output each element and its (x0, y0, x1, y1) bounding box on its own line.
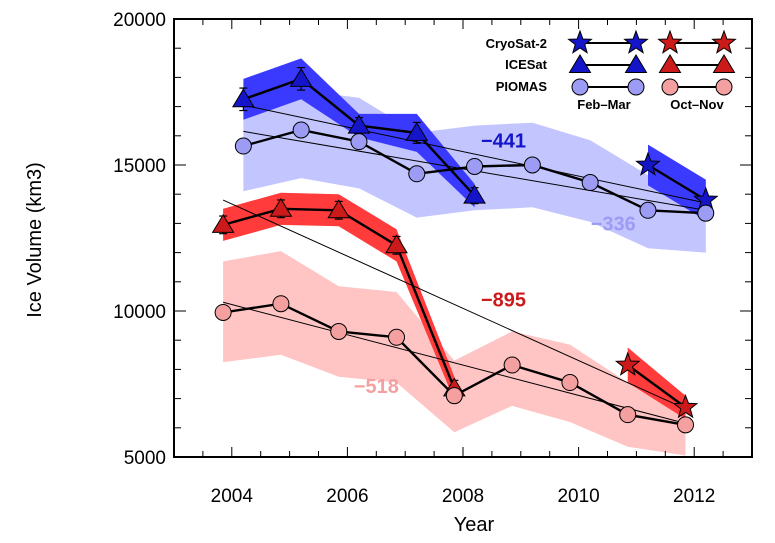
marker-piomas-feb-mar (639, 201, 657, 219)
x-tick-label: 2012 (673, 486, 715, 507)
legend-marker-piomas-feb-mar (571, 78, 589, 96)
legend-marker-icesat-oct-nov (712, 54, 736, 73)
marker-piomas-feb-mar (234, 137, 252, 155)
legend-marker-cryosat-2-oct-nov (711, 29, 737, 54)
x-tick-label: 2004 (211, 486, 254, 507)
marker-piomas-oct-nov (677, 416, 695, 434)
marker-piomas-feb-mar (292, 121, 310, 139)
trend-label-piomas-oct-nov-trend: −518 (354, 376, 399, 398)
x-tick-label: 2010 (557, 486, 599, 507)
trend-label-icesat-cryosat-2-feb-mar-trend: −441 (481, 130, 526, 152)
x-axis-title: Year (454, 514, 495, 536)
y-axis-title: Ice Volume (km3) (24, 162, 46, 318)
marker-piomas-oct-nov (561, 374, 579, 392)
legend-label-piomas: PIOMAS (496, 79, 548, 94)
y-tick-label: 10000 (113, 302, 166, 323)
x-tick-label: 2008 (442, 486, 484, 507)
line-cryosat-2-feb-mar (647, 163, 707, 202)
marker-piomas-oct-nov (330, 322, 348, 340)
marker-cryosat-2-oct-nov (614, 351, 641, 376)
marker-piomas-oct-nov (619, 406, 637, 424)
legend-marker-cryosat-2-oct-nov (657, 29, 683, 54)
legend-marker-piomas-oct-nov (661, 78, 679, 96)
marker-cryosat-2-oct-nov (672, 393, 699, 419)
marker-icesat-oct-nov (269, 197, 293, 217)
marker-icesat-feb-mar (289, 67, 313, 87)
marker-piomas-oct-nov (272, 295, 290, 313)
marker-piomas-feb-mar (408, 165, 426, 183)
legend: CryoSat-2 ICESat PIOMAS Feb–Mar Oct–Nov (486, 29, 737, 112)
legend-marker-piomas-oct-nov (715, 78, 733, 96)
marker-piomas-feb-mar (523, 156, 541, 174)
marker-icesat-feb-mar (231, 88, 255, 108)
trend-line-icesat-cryosat-2-oct-nov-trend (222, 199, 686, 410)
marker-icesat-feb-mar (347, 114, 371, 134)
x-tick-label: 2006 (326, 486, 368, 507)
legend-marker-cryosat-2-feb-mar (567, 29, 593, 54)
legend-marker-icesat-feb-mar (568, 54, 592, 73)
data-markers (211, 67, 719, 434)
marker-piomas-oct-nov (388, 328, 406, 346)
y-tick-label: 15000 (113, 156, 166, 177)
legend-label-feb-mar: Feb–Mar (577, 97, 630, 112)
band-piomas-oct-nov (223, 251, 686, 456)
marker-icesat-feb-mar (405, 121, 429, 141)
marker-piomas-oct-nov (214, 303, 232, 321)
trend-label-icesat-cryosat-2-oct-nov-trend: −895 (481, 290, 526, 312)
trend-line-icesat-cryosat-2-feb-mar-trend (243, 104, 706, 204)
marker-icesat-oct-nov (211, 213, 235, 233)
marker-piomas-oct-nov (445, 387, 463, 405)
marker-piomas-oct-nov (503, 356, 521, 374)
line-cryosat-2-oct-nov (626, 364, 687, 409)
legend-marker-cryosat-2-feb-mar (623, 29, 649, 54)
marker-piomas-feb-mar (466, 157, 484, 175)
y-tick-label: 20000 (113, 10, 166, 31)
legend-marker-piomas-feb-mar (627, 78, 645, 96)
marker-icesat-feb-mar (463, 184, 486, 204)
marker-piomas-feb-mar (697, 204, 715, 222)
axes: 2004 2006 2008 2010 2012 5000 10000 15000 20000 (113, 10, 753, 507)
marker-icesat-oct-nov (327, 199, 351, 219)
y-tick-label: 5000 (124, 448, 166, 469)
marker-piomas-feb-mar (350, 133, 368, 151)
marker-icesat-oct-nov (385, 234, 408, 254)
marker-piomas-feb-mar (581, 174, 599, 192)
band-cryosat-2-oct-nov (627, 347, 686, 419)
legend-label-icesat: ICESat (505, 57, 548, 72)
legend-marker-icesat-oct-nov (658, 54, 682, 73)
legend-label-oct-nov: Oct–Nov (670, 97, 724, 112)
legend-marker-icesat-feb-mar (624, 54, 648, 73)
legend-label-cryosat: CryoSat-2 (486, 36, 547, 51)
trend-labels: −441 −336 −895 −518 (354, 130, 636, 397)
trend-label-piomas-feb-mar-trend: −336 (591, 214, 636, 236)
marker-cryosat-2-feb-mar (635, 151, 661, 176)
